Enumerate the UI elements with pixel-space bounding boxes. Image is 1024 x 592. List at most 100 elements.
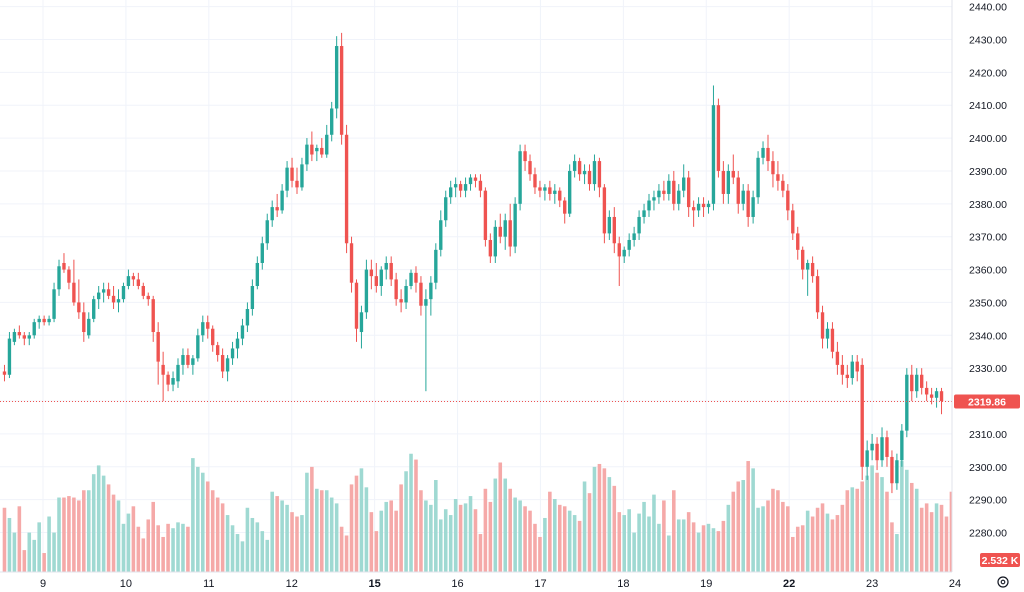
candle [136, 272, 141, 290]
volume-bar [845, 490, 850, 572]
volume-bar [215, 497, 220, 572]
volume-bar [483, 488, 488, 572]
volume-bar [830, 519, 835, 572]
price-tick-label: 2400.00 [969, 133, 1007, 145]
volume-bar [86, 490, 91, 572]
volume-bar [895, 534, 899, 572]
candle [791, 203, 795, 240]
candle-body [151, 299, 155, 333]
candle [449, 180, 453, 204]
price-tick-label: 2370.00 [969, 232, 1007, 244]
volume-bar [776, 490, 780, 572]
price-axis-background[interactable] [952, 0, 1024, 592]
candle-body [934, 391, 939, 398]
time-axis-background[interactable] [0, 572, 1024, 592]
candle [810, 256, 815, 283]
candle-body [96, 292, 101, 300]
candle-body [245, 309, 250, 326]
volume-bar [448, 515, 453, 572]
candle-body [587, 170, 592, 185]
candle-body [910, 374, 914, 392]
volume-bar [790, 536, 795, 572]
volume-bar [746, 461, 750, 572]
candle [642, 203, 646, 224]
volume-bar [57, 497, 61, 572]
candle [96, 286, 101, 310]
candle-body [384, 262, 388, 270]
candle [265, 213, 269, 250]
volume-bar [731, 491, 736, 572]
settings-gear-icon[interactable] [997, 576, 1009, 588]
candle [592, 154, 597, 191]
candle-body [835, 351, 840, 365]
volume-bar [562, 506, 567, 572]
candle [141, 282, 145, 300]
candle-body [543, 187, 547, 191]
volume-bar [111, 494, 116, 572]
volume-bar [870, 465, 874, 572]
candle-body [12, 332, 17, 342]
candle [572, 154, 577, 178]
candle-body [815, 276, 820, 313]
candle [900, 424, 904, 467]
volume-bar [156, 525, 160, 572]
candle-body [577, 161, 582, 175]
candle [255, 256, 260, 290]
candle [424, 289, 428, 392]
candle [746, 184, 750, 227]
volume-bar [900, 461, 904, 572]
candle-body [42, 318, 46, 323]
candle [300, 157, 304, 191]
candle-body [493, 226, 497, 257]
candle-body [131, 276, 136, 280]
candle [830, 322, 835, 359]
volume-bar [825, 513, 830, 572]
candle-body [414, 272, 418, 283]
volume-bar [131, 506, 136, 572]
volume-bar [493, 478, 498, 572]
volume-bar [548, 491, 552, 572]
candle-body [419, 282, 423, 306]
candle-body [924, 387, 929, 395]
candle [523, 144, 527, 171]
candle-body [647, 200, 651, 211]
candle [444, 190, 448, 227]
volume-bar [315, 488, 319, 572]
candle [414, 266, 418, 293]
volume-bar [260, 531, 265, 572]
volume-bar [151, 501, 156, 572]
time-tick-label: 24 [949, 578, 961, 590]
volume-bar [176, 522, 180, 572]
candle [637, 210, 641, 240]
candle [106, 282, 111, 300]
volume-bar [404, 471, 408, 572]
candle [196, 328, 200, 362]
volume-bar [557, 504, 562, 572]
candle [260, 236, 264, 270]
candle-body [354, 282, 359, 329]
candle-body [597, 161, 602, 188]
candle [399, 289, 403, 313]
volume-bar [751, 468, 755, 572]
volume-bar [726, 504, 731, 572]
candle [677, 184, 681, 211]
volume-bar [652, 494, 656, 572]
price-tick-label: 2420.00 [969, 67, 1007, 79]
candle-body [677, 190, 681, 204]
last-price-tag: 2319.86 [954, 394, 1020, 409]
volume-bar [67, 496, 71, 572]
candle [667, 174, 671, 201]
candle [820, 305, 825, 349]
candle-body [225, 358, 230, 372]
volume-bar [820, 503, 825, 572]
candle-body [939, 391, 944, 402]
candle [429, 276, 433, 316]
volume-bar [592, 466, 597, 572]
volume-bar [230, 525, 235, 572]
candle-body [62, 262, 66, 270]
candle [652, 190, 656, 211]
volume-bar [706, 523, 711, 572]
volume-bar [577, 520, 582, 572]
volume-bar [434, 480, 438, 572]
